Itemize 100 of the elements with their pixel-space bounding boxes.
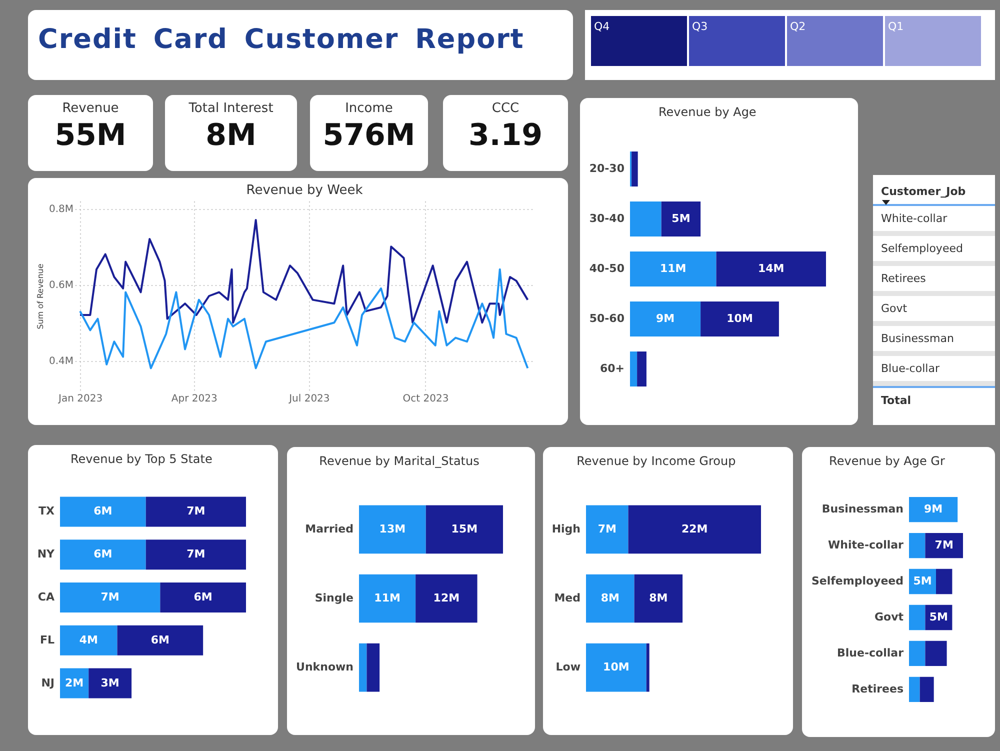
chart-title: Revenue by Top 5 State [70,452,212,466]
line-series [79,268,529,370]
text: White-collar [873,206,995,236]
y-tick-label: Retirees [852,682,904,696]
bar [160,582,246,613]
bar [359,574,416,623]
bar [60,582,160,613]
bar [909,640,926,666]
y-tick-label: TX [38,504,56,518]
data-label: 6M [150,633,170,646]
y-tick-label: 60+ [600,362,624,375]
bar [586,505,628,554]
text: 55M [54,118,128,153]
text: Total [873,386,995,413]
bar [925,640,947,666]
data-label: 6M [94,504,112,518]
bar [426,505,503,554]
bar [359,643,367,692]
data-label: 9M [656,312,675,325]
bar [630,302,701,336]
data-label: 6M [94,548,112,561]
bar [909,532,926,558]
category-label: Q3 [692,20,708,33]
text: 3.19 [467,118,544,153]
bar [117,625,204,656]
y-tick-label: 0.4M [48,356,74,368]
data-label: 4M [79,633,98,646]
y-tick-label: NY [37,548,56,561]
bar [586,574,634,623]
data-label: 9M [924,502,943,516]
bar [936,568,952,594]
bar [60,540,146,570]
y-tick-label: Single [314,592,354,604]
chart-title: Revenue by Marital_Status [319,454,480,468]
bar [632,152,638,186]
text: Blue-collar [873,356,995,386]
y-tick-label: Low [556,660,580,674]
data-label: 13M [379,522,406,536]
data-label: 7M [186,548,206,561]
data-label: 11M [660,262,686,275]
y-tick-label: CA [38,590,55,604]
bar [646,643,650,692]
y-tick-label: FL [40,633,54,646]
chart-title: Revenue by Age Gr [829,454,945,468]
text: Customer_Job [873,175,995,206]
bar [700,302,779,336]
y-tick-label: Unknown [296,660,354,674]
y-tick-label: Blue-collar [837,646,904,660]
y-tick-label: Married [305,522,354,536]
bar [146,496,246,527]
data-label: 7M [186,504,206,518]
text: Credit Card Customer Report [37,23,526,57]
y-tick-label: 30-40 [589,212,625,225]
y-tick-label: White-collar [828,538,904,552]
data-label: 11M [374,592,400,604]
category-label: Q2 [790,20,806,33]
y-tick-label: Med [554,592,580,604]
x-tick-label: Jan 2023 [58,394,103,404]
bar [88,668,132,698]
data-label: 8M [600,592,620,604]
bar [630,252,716,286]
bar [359,505,426,554]
text: 576M [322,118,416,153]
text: Total Interest [188,101,274,116]
text: Selfemployeed [873,236,995,266]
bar [637,352,646,386]
bar [366,643,380,692]
bar [716,252,826,286]
bar [416,574,478,623]
data-label: 7M [598,522,616,536]
data-label: 7M [100,590,120,604]
text: Revenue [61,101,120,116]
y-tick-label: 0.8M [48,204,74,216]
x-tick-label: Oct 2023 [402,394,449,404]
data-label: 12M [433,592,460,604]
bar [925,532,963,558]
category-label: Q1 [888,20,904,33]
text: CCC [490,101,520,116]
y-tick-label: 0.6M [48,280,74,292]
text: 8M [204,118,258,153]
bar [630,202,662,236]
bar [909,604,926,630]
data-label: 8M [649,592,668,604]
bar [630,352,638,386]
y-tick-label: 20-30 [589,162,625,175]
category-label: Q4 [594,20,610,33]
data-label: 5M [913,574,932,588]
bar [661,202,701,236]
data-label: 2M [65,676,84,690]
bar [909,676,920,702]
y-tick-label: High [552,522,580,536]
bar [909,496,958,522]
data-label: 5M [929,610,948,624]
data-label: 15M [451,522,478,536]
data-label: 3M [100,676,120,690]
text: Govt [873,296,995,326]
bar [628,505,761,554]
y-axis-title: Sum of Revenue [36,264,45,330]
chart-title: Revenue by Income Group [576,454,736,468]
line-series [79,219,529,324]
